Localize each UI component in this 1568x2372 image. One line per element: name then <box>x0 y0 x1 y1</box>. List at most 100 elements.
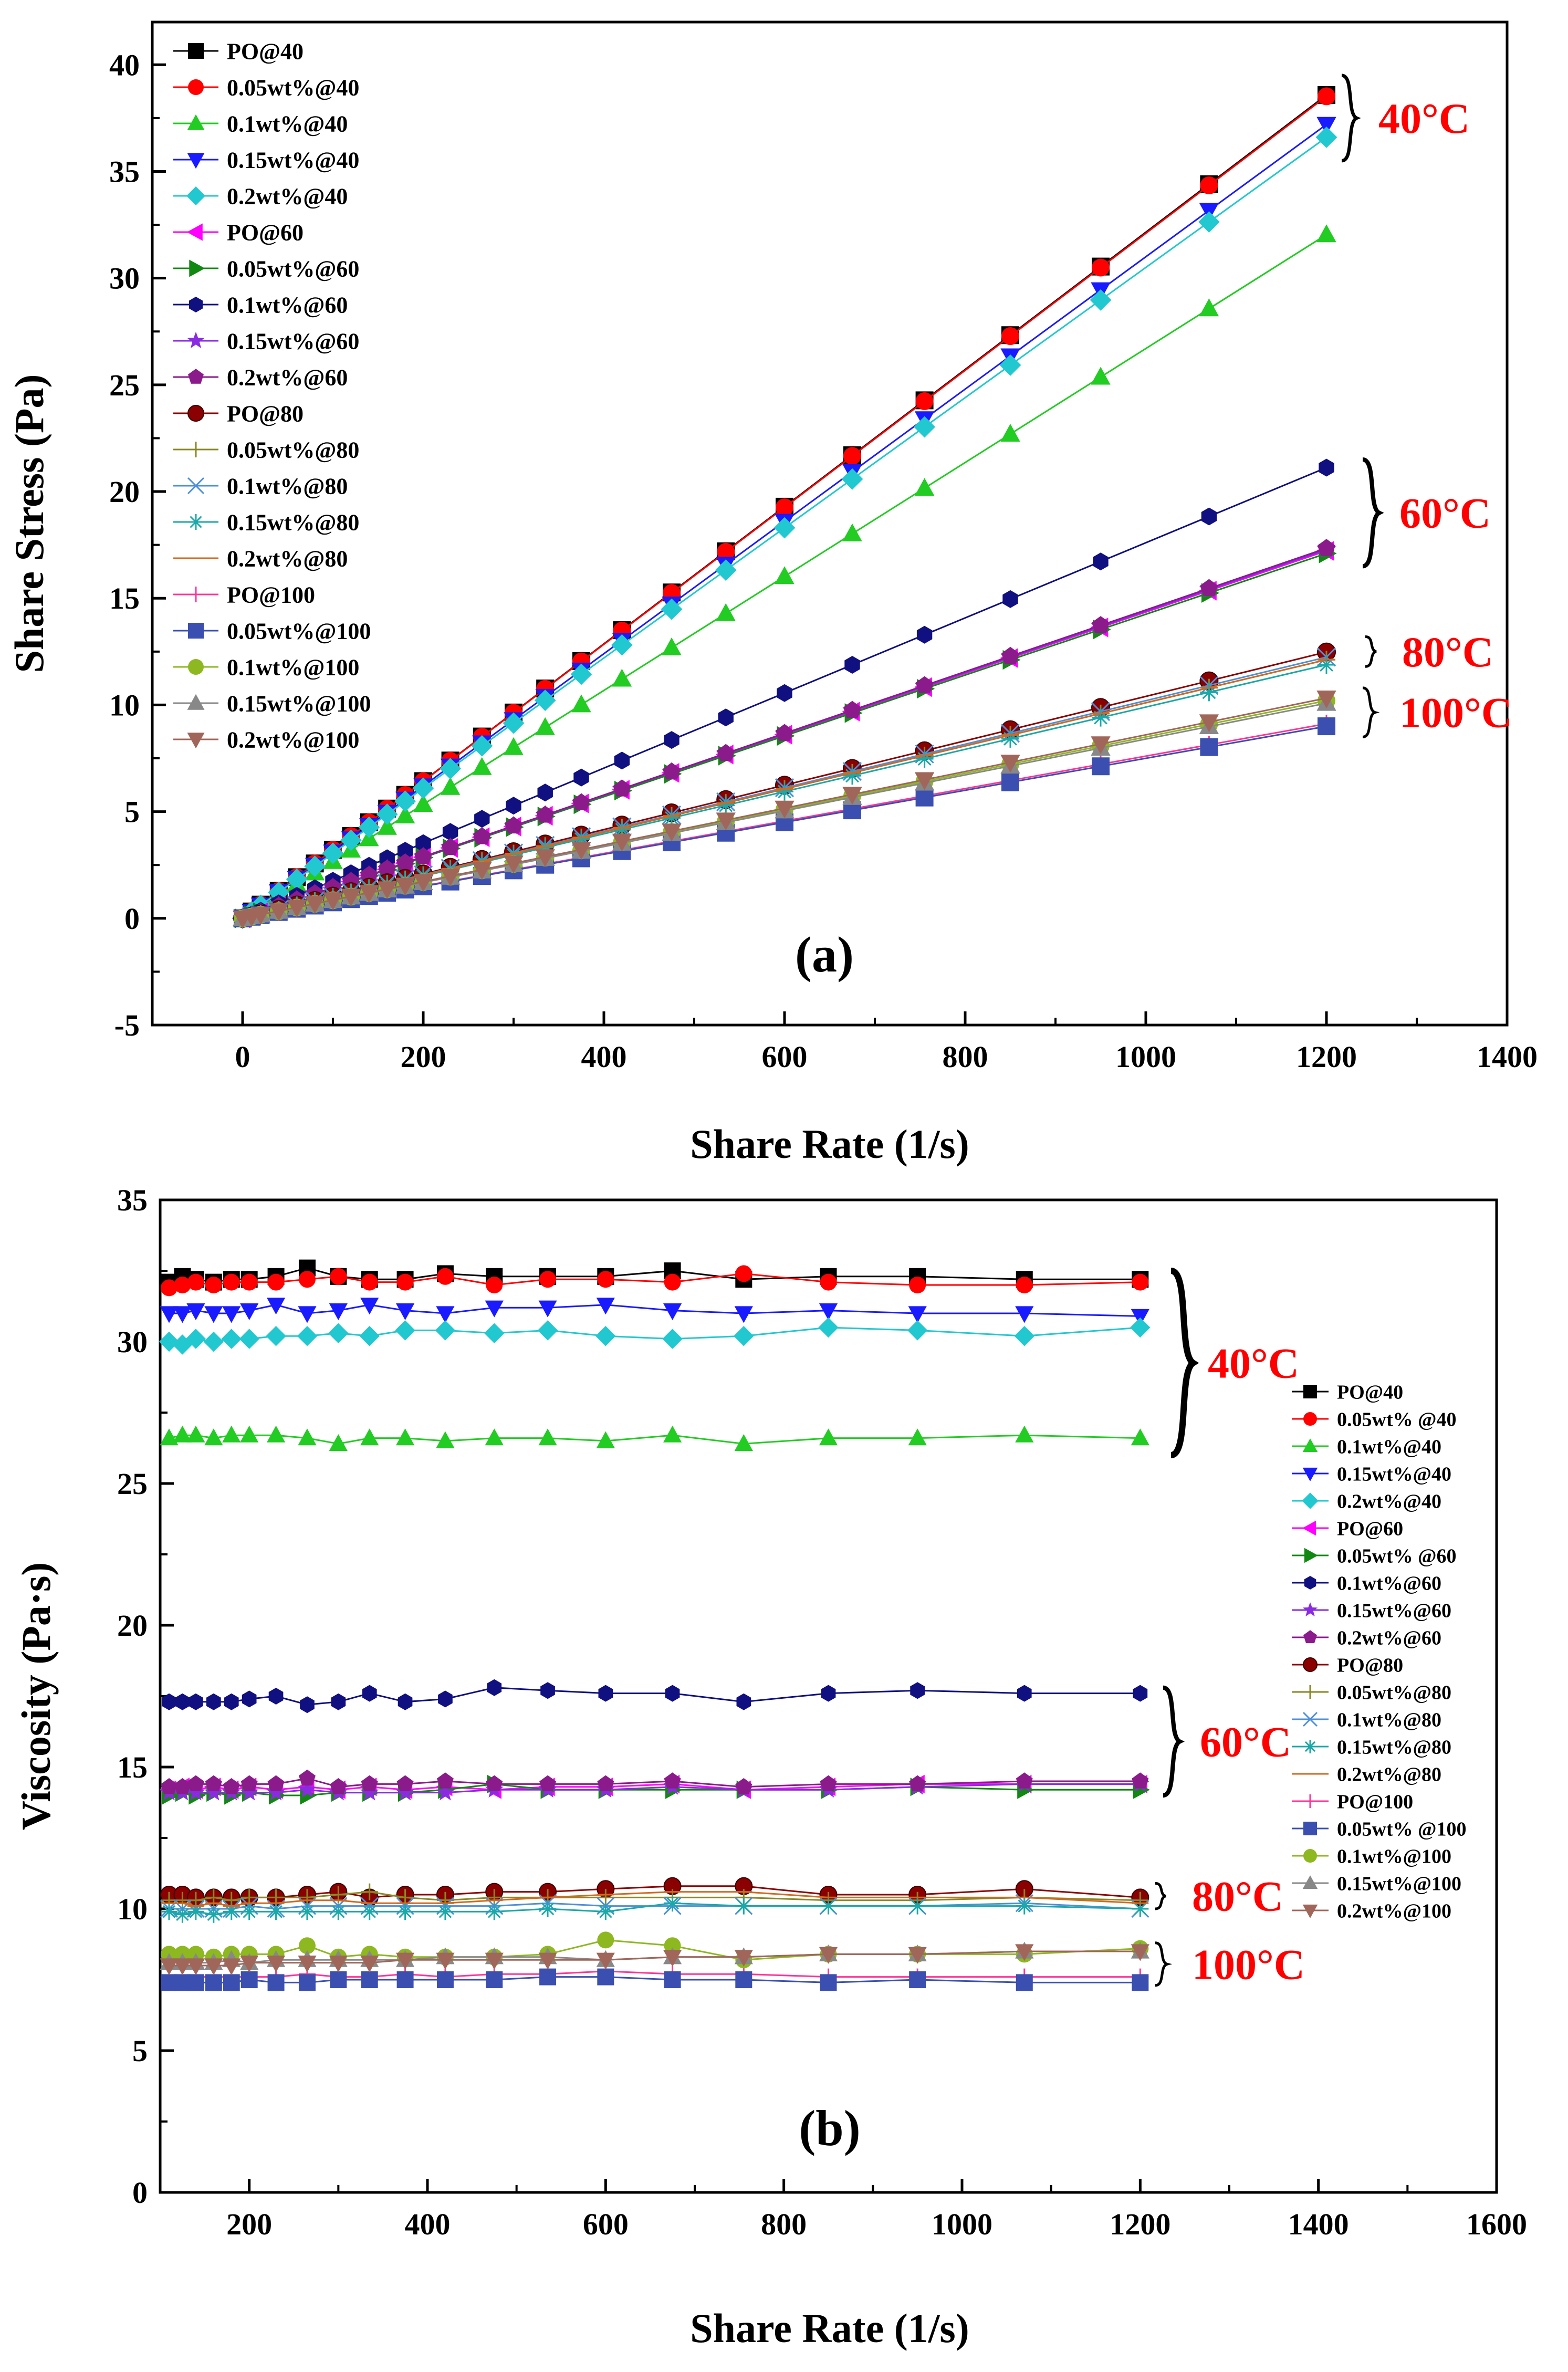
legend-marker <box>1303 1740 1317 1753</box>
legend-label: 0.05wt% @60 <box>1337 1545 1456 1567</box>
data-point <box>1132 1974 1149 1991</box>
data-point <box>396 1903 414 1920</box>
data-point <box>915 788 934 807</box>
data-point <box>186 1425 205 1443</box>
data-point <box>287 900 307 918</box>
data-point <box>435 1320 456 1341</box>
legend-label: 0.15wt%@80 <box>1337 1736 1451 1758</box>
data-point <box>914 772 935 790</box>
y-tick-label: 10 <box>109 688 140 722</box>
data-point <box>269 903 289 922</box>
y-tick-label: 15 <box>117 1750 148 1784</box>
data-point <box>612 668 632 687</box>
temperature-label: 100°C <box>1192 1940 1305 1988</box>
data-point <box>175 1693 190 1710</box>
data-point <box>663 809 681 827</box>
legend-entry: 0.05wt% @40 <box>1292 1408 1456 1430</box>
data-point <box>595 1326 616 1346</box>
legend-entry: PO@60 <box>1292 1518 1403 1540</box>
data-point <box>204 1306 223 1323</box>
legend-marker <box>1302 1438 1318 1453</box>
data-point <box>662 637 682 655</box>
data-point <box>1201 507 1217 526</box>
series-0-2wtpct-at-100 <box>160 1944 1149 1976</box>
legend-label: 0.1wt%@40 <box>1337 1436 1441 1458</box>
data-point <box>1319 458 1334 477</box>
legend-marker <box>186 223 203 241</box>
legend-marker <box>186 186 205 205</box>
data-point <box>297 1326 318 1346</box>
data-point <box>267 1425 286 1443</box>
legend-marker <box>1302 1520 1316 1536</box>
legend-entry: 0.1wt%@100 <box>173 654 359 680</box>
data-point <box>1318 717 1335 736</box>
data-point <box>471 735 493 757</box>
data-point <box>206 1693 221 1710</box>
data-point <box>818 1317 839 1338</box>
data-point <box>359 885 379 903</box>
x-tick-label: 1200 <box>1110 2207 1170 2241</box>
data-point <box>224 1693 239 1710</box>
data-point <box>1090 289 1112 311</box>
data-point <box>1200 683 1218 702</box>
data-point <box>486 1903 503 1920</box>
data-point <box>223 1273 240 1291</box>
data-point <box>820 1775 837 1791</box>
data-point <box>266 1326 286 1346</box>
data-point <box>664 1895 681 1912</box>
legend-marker <box>187 114 205 130</box>
data-point <box>1133 1685 1148 1702</box>
group-brace <box>1362 457 1384 569</box>
temperature-label: 80°C <box>1192 1873 1283 1920</box>
data-point <box>1130 1317 1151 1338</box>
data-point <box>776 724 793 741</box>
legend-label: PO@100 <box>1337 1791 1413 1813</box>
data-point <box>436 1971 454 1988</box>
y-tick-label: 20 <box>109 475 140 509</box>
data-point <box>396 853 414 871</box>
legend-entry: 0.15wt%@100 <box>173 691 371 716</box>
data-point <box>340 829 362 851</box>
data-point <box>504 737 524 755</box>
legend-entry: 0.15wt%@100 <box>1292 1873 1461 1895</box>
data-point <box>331 1693 346 1710</box>
data-point <box>362 1685 377 1702</box>
data-point <box>718 708 734 727</box>
data-point <box>1091 736 1111 755</box>
data-point <box>1200 176 1218 195</box>
data-point <box>1316 691 1336 708</box>
data-point <box>397 842 413 860</box>
legend-entry: PO@40 <box>1292 1381 1403 1403</box>
legend-entry: 0.15wt%@60 <box>1292 1600 1451 1622</box>
data-point <box>1001 773 1019 791</box>
legend-marker <box>1302 1904 1318 1918</box>
data-point <box>1316 224 1336 243</box>
x-tick-label: 1200 <box>1296 1040 1357 1074</box>
data-point <box>473 827 491 844</box>
temperature-label: 100°C <box>1399 689 1512 737</box>
y-tick-label: 10 <box>117 1892 148 1926</box>
data-point <box>1318 656 1335 674</box>
data-point <box>187 1903 204 1920</box>
data-point <box>329 1303 348 1320</box>
data-point <box>734 1434 753 1451</box>
data-point <box>222 1958 241 1976</box>
data-point <box>570 663 592 685</box>
series-0-1wtpct-at-40 <box>160 1425 1149 1451</box>
data-point <box>1132 1273 1149 1291</box>
data-point <box>842 787 862 805</box>
legend-marker <box>188 587 204 602</box>
data-point <box>841 468 863 490</box>
legend-label: 0.1wt%@80 <box>227 473 348 499</box>
data-point <box>1198 211 1220 233</box>
data-point <box>1200 738 1218 756</box>
data-point <box>538 1428 557 1446</box>
data-point <box>267 1903 285 1920</box>
data-point <box>395 806 415 823</box>
data-point <box>268 881 290 903</box>
data-point <box>329 1956 348 1972</box>
data-point <box>537 1320 558 1341</box>
legend-label: PO@40 <box>1337 1381 1403 1403</box>
legend-marker <box>1303 1657 1318 1672</box>
data-point <box>174 1906 191 1923</box>
